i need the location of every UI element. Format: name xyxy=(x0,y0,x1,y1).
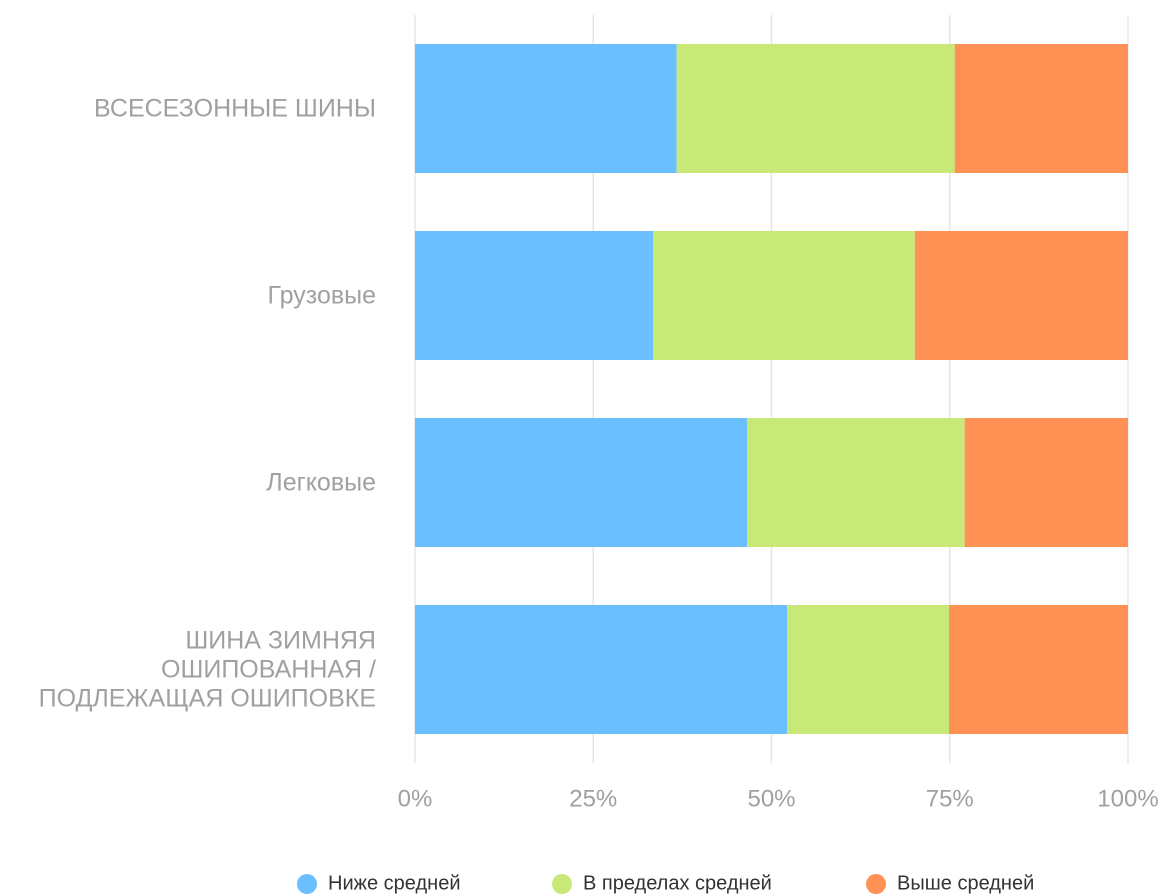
bar-segment xyxy=(949,605,1128,734)
legend-label: Ниже средней xyxy=(328,872,461,894)
bar-segment xyxy=(914,231,1128,360)
bar-segment xyxy=(653,231,915,360)
bar-segment xyxy=(415,605,788,734)
y-tick-label: ШИНА ЗИМНЯЯ ОШИПОВАННАЯ / ПОДЛЕЖАЩАЯ ОШИ… xyxy=(38,626,376,712)
x-tick-label: 0% xyxy=(398,785,433,812)
y-tick-label: Легковые xyxy=(266,468,376,496)
bar-segment xyxy=(415,44,677,173)
x-tick-label: 75% xyxy=(926,785,974,812)
bar-segment xyxy=(747,418,965,547)
x-tick-label: 25% xyxy=(569,785,617,812)
legend-swatch xyxy=(297,874,317,894)
bar-segment xyxy=(676,44,955,173)
x-tick-label: 50% xyxy=(747,785,795,812)
bar-segment xyxy=(964,418,1128,547)
legend-swatch xyxy=(866,874,886,894)
bar-segment xyxy=(954,44,1128,173)
bar-segment xyxy=(415,418,748,547)
y-tick-label: Грузовые xyxy=(267,281,377,309)
legend-swatch xyxy=(552,874,572,894)
legend-label: В пределах средней xyxy=(583,872,772,894)
bar-segment xyxy=(787,605,950,734)
legend-label: Выше средней xyxy=(897,872,1034,894)
bar-segment xyxy=(415,231,654,360)
y-tick-label: ВСЕСЕЗОННЫЕ ШИНЫ xyxy=(94,94,376,122)
x-tick-label: 100% xyxy=(1097,785,1158,812)
